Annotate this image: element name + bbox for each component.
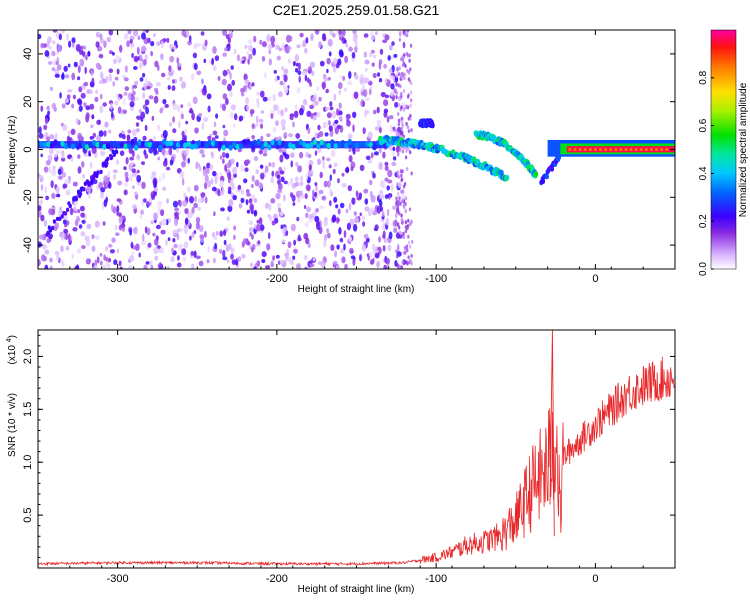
snr-xlabel: Height of straight line (km)	[298, 584, 415, 595]
spectrogram-diagonal-branch	[45, 149, 119, 237]
colorbar-tick-label: 0.2	[698, 214, 709, 228]
snr-plot	[38, 330, 675, 567]
colorbar-ticks: 0.0 0.2 0.4 0.6 0.8	[698, 70, 714, 276]
spectrogram-plot	[38, 30, 675, 269]
snr-ytick-label: 1.5	[22, 402, 34, 417]
snr-ylabel: SNR (10 * v/v)	[7, 393, 18, 457]
spectrogram-xtick-label: -100	[425, 273, 447, 285]
spectrogram-xtick-label: 0	[592, 273, 598, 285]
snr-xtick-label: -100	[425, 573, 447, 585]
spectrogram-ylabel: Frequency (Hz)	[7, 116, 18, 185]
spectrogram-branches	[378, 118, 565, 186]
colorbar-label: Normalized spectral amplitude	[738, 82, 749, 217]
spectrogram-ytick-label: -20	[22, 189, 34, 205]
colorbar-tick-label: 0.8	[698, 70, 709, 84]
spectrogram-noise	[38, 30, 414, 269]
snr-axes: -300 -200 -100 0 0.5 1.0 1.5 2.0	[22, 330, 676, 585]
spectrogram-main-track	[38, 138, 391, 151]
snr-xtick-label: 0	[592, 573, 598, 585]
spectrogram-strong-line	[547, 139, 675, 157]
colorbar	[710, 29, 737, 270]
colorbar-tick-label: 0.6	[698, 118, 709, 132]
svg-text:(x10 4): (x10 4)	[6, 335, 18, 364]
snr-series-line	[38, 356, 675, 567]
spectrogram-xlabel: Height of straight line (km)	[298, 284, 415, 295]
colorbar-tick-label: 0.4	[698, 166, 709, 180]
snr-ytick-label: 1.0	[22, 455, 34, 470]
spectrogram-xtick-label: -300	[107, 273, 129, 285]
snr-xtick-label: -200	[266, 573, 288, 585]
snr-ytick-label: 2.0	[22, 349, 34, 364]
snr-xtick-label: -300	[107, 573, 129, 585]
spectrogram-ytick-label: 20	[22, 96, 34, 108]
spectrogram-xtick-label: -200	[266, 273, 288, 285]
colorbar-tick-label: 0.0	[698, 262, 709, 276]
spectrogram-ytick-label: -40	[22, 237, 34, 253]
snr-spike	[549, 330, 555, 537]
spectrogram-ytick-label: 0	[22, 146, 34, 152]
snr-ytick-label: 0.5	[22, 507, 34, 522]
snr-scale-label: (x10 4)	[6, 335, 18, 364]
spectrogram-ytick-label: 40	[22, 48, 34, 60]
chart-title: C2E1.2025.259.01.58.G21	[273, 2, 440, 18]
